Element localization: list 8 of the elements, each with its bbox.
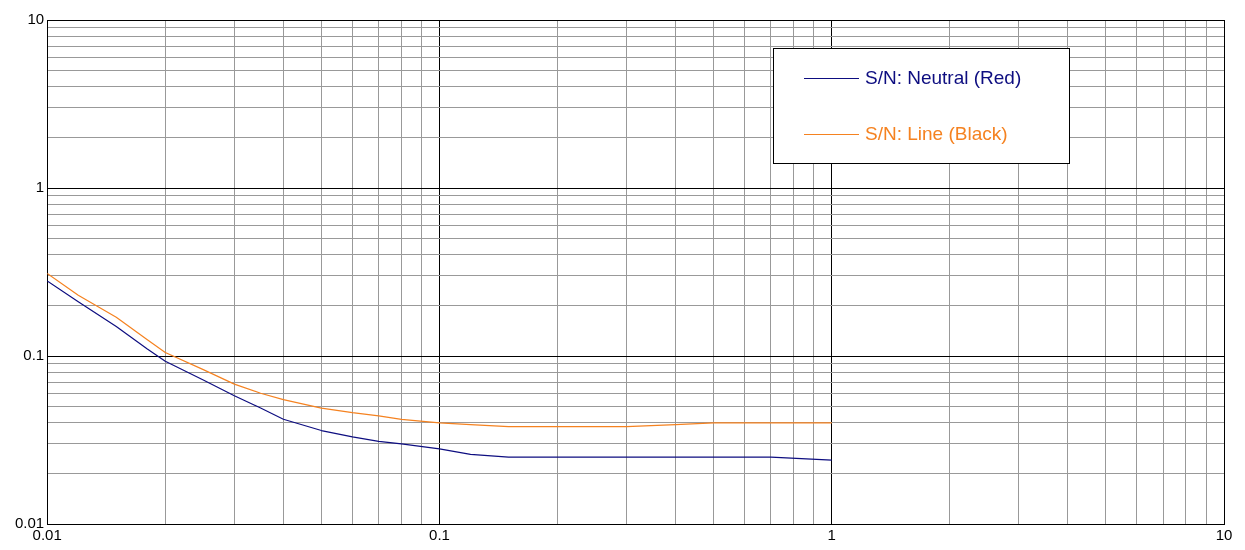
legend-label: S/N: Neutral (Red) (865, 67, 1022, 89)
x-tick-label: 1 (827, 526, 836, 544)
y-tick-label: 0.1 (23, 346, 45, 364)
x-tick-label: 0.1 (429, 526, 450, 544)
legend-label: S/N: Line (Black) (865, 123, 1008, 145)
y-tick-label: 1 (35, 178, 45, 196)
x-tick-label: 10 (1215, 526, 1233, 544)
y-tick-label: 10 (27, 10, 45, 28)
